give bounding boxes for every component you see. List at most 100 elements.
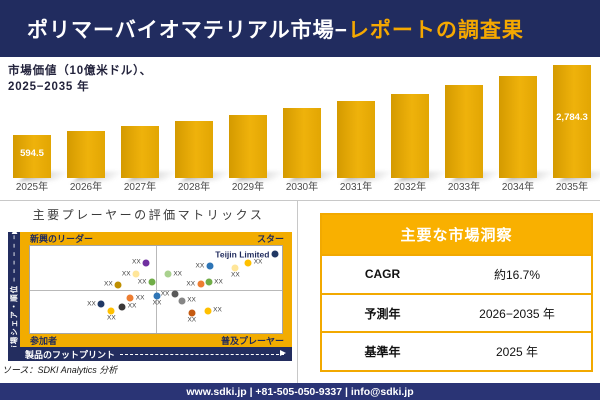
scatter-point-label: XX <box>107 314 116 322</box>
scatter-point-label: XX <box>127 302 137 310</box>
scatter-point: XX <box>138 278 156 286</box>
bar-rect <box>121 126 159 178</box>
bar-2032年: 2032年 <box>391 57 448 200</box>
table-row: 予測年 2026−2035 年 <box>322 292 591 332</box>
bar-category-label: 2028年 <box>177 182 211 193</box>
insights-table-header: 主要な市場洞察 <box>322 215 591 254</box>
bar-2034年: 2034年 <box>499 57 556 200</box>
source-note: ソース：SDKI Analytics 分析 <box>2 365 118 375</box>
scatter-point: XX <box>122 270 140 278</box>
bar-2028年: 2028年 <box>175 57 232 200</box>
vertical-divider <box>297 200 298 383</box>
player-evaluation-matrix: 主要プレーヤーの評価マトリックス 市場シェア・順位 − − − − − −▶ 製… <box>0 201 297 383</box>
bar-rect <box>337 101 375 178</box>
quadrant-divider-horizontal <box>30 289 282 291</box>
insight-value-cagr: 約16.7% <box>494 267 541 282</box>
bar-category-label: 2032年 <box>393 182 427 193</box>
bar-chart-title: 市場価値（10億米ドル）、 2025−2035 年 <box>8 63 152 95</box>
bar-rect <box>175 121 213 178</box>
scatter-point-label: XX <box>132 258 141 266</box>
bar-category-label: 2026年 <box>69 182 103 193</box>
quadrant-label-participants: 参加者 <box>30 336 58 346</box>
insight-label-forecast-years: 予測年 <box>364 306 401 321</box>
bar-category-label: 2025年 <box>15 182 49 193</box>
matrix-title: 主要プレーヤーの評価マトリックス <box>32 208 265 222</box>
bar-rect <box>283 108 321 178</box>
horizontal-divider <box>0 200 600 201</box>
scatter-point: XX <box>132 259 150 267</box>
matrix-frame: 市場シェア・順位 − − − − − −▶ 製品のフットプリント 新興のリーダー… <box>8 227 292 361</box>
bar-2033年: 2033年 <box>445 57 502 200</box>
scatter-point: XX <box>196 262 214 270</box>
matrix-x-axis-label: 製品のフットプリント <box>25 349 116 360</box>
scatter-point: XX <box>244 259 262 267</box>
bar-2030年: 2030年 <box>283 57 340 200</box>
scatter-point-teijin-limited: Teijin Limited <box>215 250 279 258</box>
insight-value-forecast-years: 2026−2035 年 <box>479 306 555 321</box>
bar-category-label: 2027年 <box>123 182 157 193</box>
bar-category-label: 2029年 <box>231 182 265 193</box>
scatter-point-label: XX <box>137 277 147 285</box>
bar-rect: 594.5 <box>13 135 51 178</box>
matrix-x-axis: 製品のフットプリント <box>8 347 292 361</box>
scatter-point: XX <box>153 292 161 306</box>
bar-2035年: 2,784.3 2035年 <box>553 57 600 200</box>
page-title-accent: レポートの調査果 <box>347 18 524 42</box>
bar-category-label: 2033年 <box>447 182 481 193</box>
bar-rect: 2,784.3 <box>553 65 591 178</box>
scatter-point: XX <box>231 264 240 278</box>
market-value-bar-chart: 市場価値（10億米ドル）、 2025−2035 年 594.5 2025年 2026… <box>0 57 600 200</box>
scatter-point: XX <box>107 307 116 321</box>
quadrant-label-pervasive-players: 普及プレーヤー <box>220 336 284 346</box>
bar-category-label: 2030年 <box>285 182 319 193</box>
scatter-point-label: XX <box>253 258 263 266</box>
bar-rect <box>445 85 483 178</box>
scatter-point: XX <box>118 303 136 311</box>
bar-rect <box>67 131 105 178</box>
bar-2025年: 594.5 2025年 <box>13 57 70 200</box>
bar-chart-title-line2: 2025−2035 年 <box>8 81 90 94</box>
scatter-point-label: XX <box>187 296 196 304</box>
quadrant-label-star: スター <box>256 234 284 244</box>
bar-value-label: 2,784.3 <box>556 112 588 123</box>
title-bar: ポリマーバイオマテリアル市場− レポートの調査果 <box>0 0 600 57</box>
scatter-point-label: Teijin Limited <box>215 248 270 259</box>
scatter-point-label: XX <box>195 261 205 269</box>
scatter-point-label: XX <box>213 306 222 314</box>
matrix-plot-area: XX XX XX XX XX XX XX XX XX Teijin Limited XX XX XX XX… <box>29 245 283 334</box>
bar-chart-plot: 594.5 2025年 2026年 2027年 2028年 2029年 2030年 2031年… <box>13 57 600 200</box>
scatter-point-label: XX <box>187 316 197 324</box>
scatter-point: XX <box>161 290 179 298</box>
quadrant-label-emerging-leaders: 新興のリーダー <box>30 234 94 244</box>
table-row: CAGR 約16.7% <box>322 254 591 293</box>
scatter-point-label: XX <box>186 279 196 287</box>
matrix-y-axis-label: 市場シェア・順位 − − − − − −▶ <box>9 226 19 353</box>
insight-value-base-year: 2025 年 <box>496 345 539 360</box>
scatter-point-label: XX <box>121 269 131 277</box>
bar-2027年: 2027年 <box>121 57 178 200</box>
matrix-quadrant-band: 新興のリーダー スター 参加者 普及プレーヤー XX XX XX XX XX XX XX XX… <box>20 232 292 347</box>
bar-rect <box>499 76 537 178</box>
scatter-point: XX <box>126 294 144 302</box>
matrix-y-axis: 市場シェア・順位 − − − − − −▶ <box>8 227 20 352</box>
scatter-point: XX <box>164 270 182 278</box>
bar-2029年: 2029年 <box>229 57 286 200</box>
scatter-point-label: XX <box>135 293 145 301</box>
footer-contact-bar: www.sdki.jp | +81-505-050-9337 | info@sd… <box>0 383 600 400</box>
scatter-point-label: XX <box>173 269 183 277</box>
bar-value-label: 594.5 <box>20 148 44 159</box>
dashed-arrow-icon <box>120 350 286 356</box>
bar-rect <box>391 94 429 178</box>
scatter-point-label: XX <box>152 299 162 307</box>
scatter-point-label: XX <box>160 289 170 297</box>
bar-category-label: 2034年 <box>501 182 535 193</box>
scatter-point-label: XX <box>87 299 96 307</box>
scatter-point: XX <box>205 278 223 286</box>
scatter-point-label: XX <box>231 271 240 279</box>
scatter-point: XX <box>87 300 105 308</box>
scatter-point: XX <box>178 297 196 305</box>
footer-contact-text: www.sdki.jp | +81-505-050-9337 | info@sd… <box>186 385 414 398</box>
scatter-point: XX <box>204 307 222 315</box>
bar-chart-title-line1: 市場価値（10億米ドル）、 <box>8 65 152 77</box>
